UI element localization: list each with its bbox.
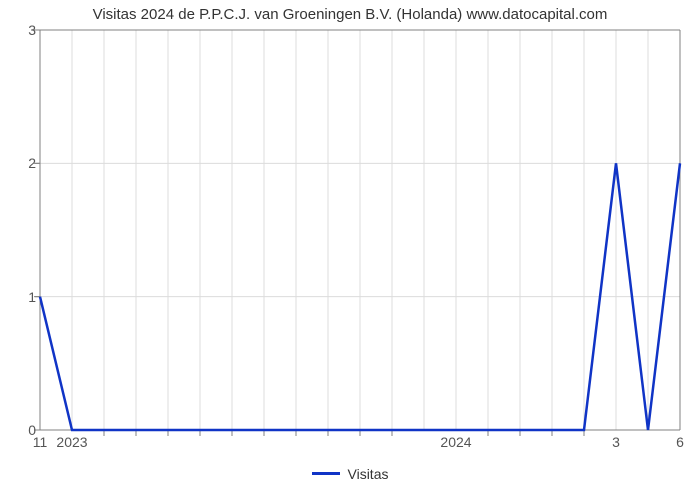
x-tick-label: 6	[676, 434, 684, 450]
legend-swatch	[312, 472, 340, 475]
chart-plot	[40, 30, 680, 442]
x-tick-label: 3	[612, 434, 620, 450]
y-tick-label: 0	[6, 422, 36, 438]
y-tick-label: 2	[6, 155, 36, 171]
y-tick-label: 1	[6, 289, 36, 305]
legend-label: Visitas	[348, 466, 389, 482]
chart-legend: Visitas	[0, 462, 700, 482]
chart-title: Visitas 2024 de P.P.C.J. van Groeningen …	[0, 6, 700, 23]
x-tick-label: 2023	[56, 434, 87, 450]
x-tick-label: 2024	[440, 434, 471, 450]
x-tick-label: 11	[33, 434, 48, 450]
y-tick-label: 3	[6, 22, 36, 38]
